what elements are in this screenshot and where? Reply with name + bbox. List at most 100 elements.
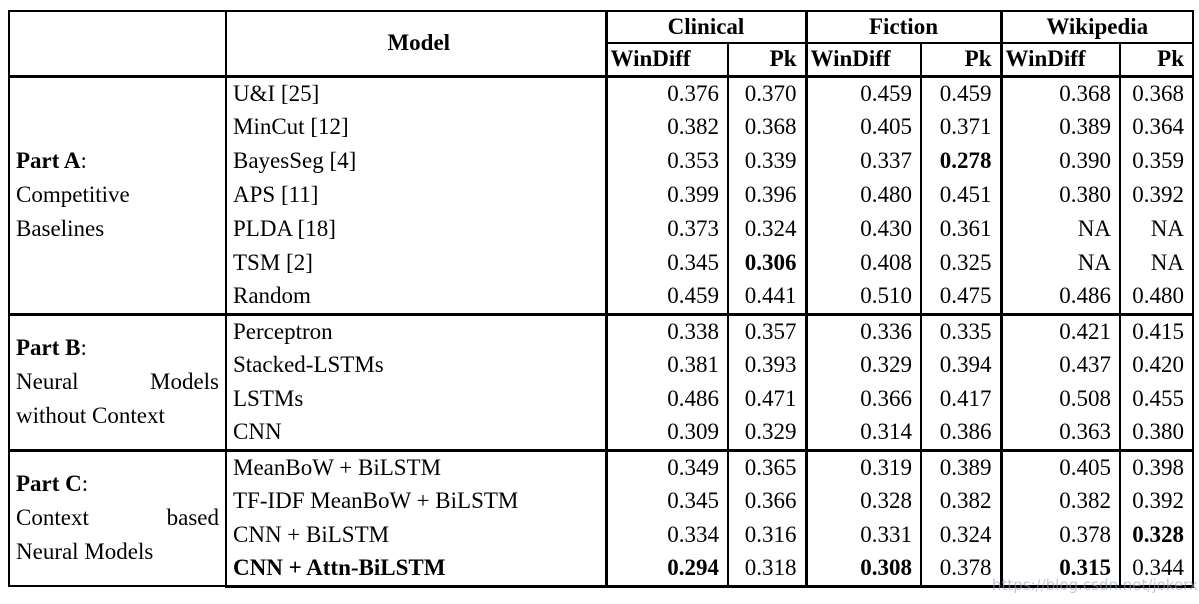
value-cell: 0.371	[920, 110, 1002, 144]
value-cell: 0.421	[999, 312, 1121, 348]
value-cell: 0.393	[727, 348, 807, 382]
value-cell: 0.405	[999, 448, 1121, 484]
value-cell: 0.390	[999, 144, 1121, 178]
corner-cell	[8, 10, 227, 77]
value-cell: 0.314	[804, 416, 922, 450]
subheader-wikipedia-windiff: WinDiff	[999, 43, 1121, 78]
value-cell: 0.380	[999, 178, 1121, 212]
value-cell: 0.459	[804, 74, 922, 110]
value-cell: 0.364	[1119, 110, 1194, 144]
value-cell: 0.316	[727, 518, 807, 552]
value-cell: 0.396	[727, 178, 807, 212]
value-cell: 0.471	[727, 382, 807, 416]
subheader-wikipedia-pk: Pk	[1119, 43, 1194, 78]
part-label-line: Neural Models	[16, 369, 219, 394]
value-cell: 0.376	[604, 74, 729, 110]
value-cell: 0.368	[999, 74, 1121, 110]
value-cell: 0.294	[604, 552, 729, 588]
value-cell: NA	[1119, 212, 1194, 246]
value-cell: 0.381	[604, 348, 729, 382]
table-row: Part C: Context based Neural Models MeanBoW …	[8, 448, 1194, 586]
value-cell: 0.324	[727, 212, 807, 246]
value-cell: 0.382	[920, 484, 1002, 518]
value-cell: 0.380	[1119, 416, 1194, 450]
table-row: CNN + BiLSTM 0.334 0.316 0.331 0.324 0.378 0.3…	[9, 518, 1194, 552]
group-header-clinical: Clinical	[604, 10, 807, 44]
part-label-part-b: Part B: Neural Models without Context	[8, 312, 227, 450]
value-cell: 0.382	[999, 484, 1121, 518]
value-cell: 0.365	[727, 448, 807, 484]
value-cell: 0.359	[1119, 144, 1194, 178]
value-cell: 0.331	[804, 518, 922, 552]
value-cell: 0.420	[1119, 348, 1194, 382]
model-name: TF-IDF MeanBoW + BiLSTM	[225, 484, 607, 518]
subheader-fiction-windiff: WinDiff	[804, 43, 922, 78]
value-cell: 0.338	[604, 312, 729, 348]
model-name: CNN	[225, 416, 607, 450]
part-label-line: Baselines	[16, 216, 105, 241]
value-cell: 0.324	[920, 518, 1002, 552]
table-row: Part B: Neural Models without Context Percep…	[8, 312, 1194, 450]
value-cell: 0.349	[604, 448, 729, 484]
table-row: APS [11] 0.399 0.396 0.480 0.451 0.380 0.392	[9, 178, 1194, 212]
table-row: TF-IDF MeanBoW + BiLSTM 0.345 0.366 0.328 0.…	[9, 484, 1194, 518]
value-cell: 0.394	[920, 348, 1002, 382]
header-sub-row: WinDiff Pk WinDiff Pk WinDiff Pk	[9, 43, 1194, 78]
header-group-row: Model Clinical Fiction Wikipedia	[8, 10, 1194, 77]
model-name: APS [11]	[225, 178, 607, 212]
model-column-header: Model	[225, 10, 607, 77]
value-cell: 0.363	[999, 416, 1121, 450]
value-cell: 0.370	[727, 74, 807, 110]
model-name: BayesSeg [4]	[225, 144, 607, 178]
value-cell: 0.508	[999, 382, 1121, 416]
value-cell: 0.392	[1119, 178, 1194, 212]
value-cell: 0.415	[1119, 312, 1194, 348]
value-cell: 0.344	[1119, 552, 1194, 588]
table-row: CNN + Attn-BiLSTM 0.294 0.318 0.308 0.378 0.3…	[9, 552, 1194, 588]
value-cell: 0.455	[1119, 382, 1194, 416]
value-cell: 0.353	[604, 144, 729, 178]
value-cell: 0.389	[920, 448, 1002, 484]
value-cell: 0.486	[999, 280, 1121, 314]
value-cell: 0.334	[604, 518, 729, 552]
value-cell: 0.408	[804, 246, 922, 280]
value-cell: 0.315	[999, 552, 1121, 588]
part-label-line: Competitive	[16, 182, 130, 207]
value-cell: 0.278	[920, 144, 1002, 178]
value-cell: 0.345	[604, 484, 729, 518]
value-cell: 0.399	[604, 178, 729, 212]
value-cell: NA	[1119, 246, 1194, 280]
value-cell: 0.329	[804, 348, 922, 382]
model-name: CNN + BiLSTM	[225, 518, 607, 552]
value-cell: 0.366	[804, 382, 922, 416]
value-cell: 0.368	[727, 110, 807, 144]
table-body: Part A: Competitive Baselines U&I [25] 0.376…	[8, 74, 1194, 588]
value-cell: 0.382	[604, 110, 729, 144]
value-cell: 0.339	[727, 144, 807, 178]
part-title: Part C:	[16, 471, 89, 497]
model-name: MeanBoW + BiLSTM	[225, 448, 607, 484]
group-header-fiction: Fiction	[804, 10, 1002, 44]
value-cell: 0.308	[804, 552, 922, 588]
part-title: Part A:	[16, 148, 87, 173]
model-name: Random	[225, 280, 607, 314]
value-cell: 0.373	[604, 212, 729, 246]
value-cell: 0.345	[604, 246, 729, 280]
value-cell: 0.361	[920, 212, 1002, 246]
value-cell: 0.437	[999, 348, 1121, 382]
subheader-clinical-pk: Pk	[727, 43, 807, 78]
value-cell: 0.319	[804, 448, 922, 484]
value-cell: 0.357	[727, 312, 807, 348]
subheader-fiction-pk: Pk	[920, 43, 1002, 78]
value-cell: 0.451	[920, 178, 1002, 212]
model-name: TSM [2]	[225, 246, 607, 280]
value-cell: 0.368	[1119, 74, 1194, 110]
value-cell: 0.366	[727, 484, 807, 518]
subheader-clinical-windiff: WinDiff	[604, 43, 729, 78]
value-cell: 0.325	[920, 246, 1002, 280]
part-label-line: Context based	[16, 505, 219, 531]
part-label-part-a: Part A: Competitive Baselines	[8, 74, 227, 314]
value-cell: 0.328	[1119, 518, 1194, 552]
value-cell: NA	[999, 246, 1121, 280]
value-cell: 0.441	[727, 280, 807, 314]
